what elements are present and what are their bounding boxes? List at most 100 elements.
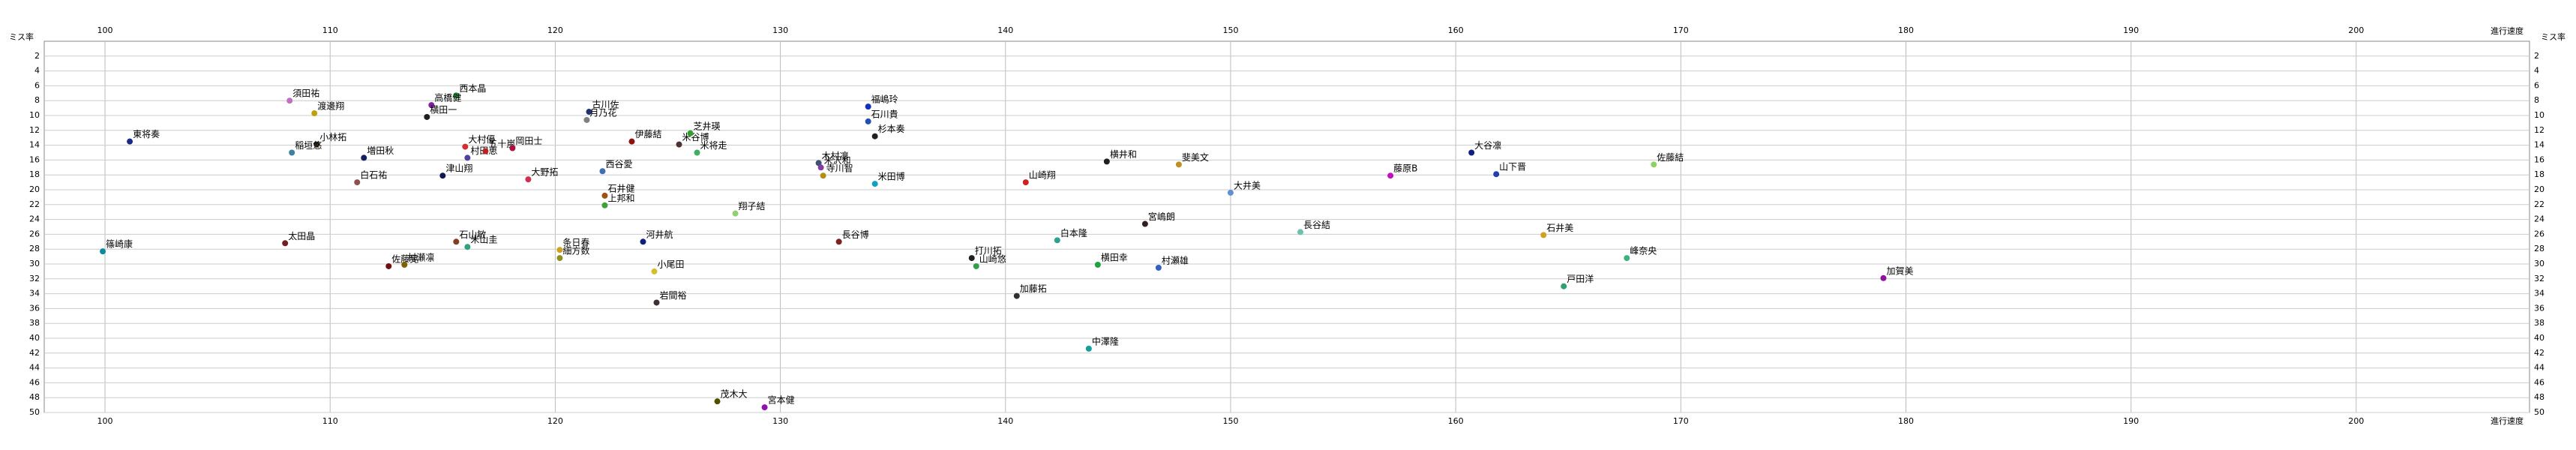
point — [1094, 261, 1101, 268]
y-tick-label-right: 28 — [2534, 244, 2545, 254]
point — [651, 268, 658, 274]
point-label: 翔子結 — [739, 201, 766, 212]
x-tick-label-bottom: 200 — [2348, 416, 2364, 426]
point — [439, 172, 446, 179]
y-tick-label: 40 — [29, 333, 40, 343]
point-label: 村瀬凛 — [407, 251, 434, 262]
point-label: 細方数 — [562, 245, 589, 256]
y-tick-label-right: 34 — [2534, 289, 2545, 298]
point — [453, 238, 460, 245]
point-label: 中澤隆 — [1092, 335, 1119, 346]
point-label: 条日春 — [562, 238, 589, 248]
point — [286, 98, 293, 104]
point-label: 米将走 — [700, 140, 727, 151]
y-axis-label: ミス率 — [9, 32, 34, 42]
point — [820, 172, 826, 179]
point-label: 宮本健 — [768, 394, 795, 406]
point — [815, 160, 822, 166]
point-label: 伊藤結 — [634, 129, 661, 140]
y-tick-label-right: 48 — [2534, 392, 2545, 402]
y-tick-label-right: 4 — [2534, 66, 2539, 76]
x-tick-label-bottom: 140 — [997, 416, 1013, 426]
point-label: 横井和 — [1110, 149, 1137, 160]
point — [865, 118, 871, 124]
point — [127, 138, 133, 145]
x-tick-label: 190 — [2123, 26, 2139, 35]
point-label: 山崎翔 — [1029, 170, 1056, 181]
y-tick-label-right: 22 — [2534, 200, 2545, 209]
point-label: 米山圭 — [470, 235, 497, 245]
point — [1175, 161, 1182, 168]
point-label: 杉本奏 — [878, 124, 905, 134]
y-tick-label-right: 20 — [2534, 184, 2545, 194]
y-tick-label-right: 14 — [2534, 140, 2545, 150]
y-tick-label: 16 — [29, 154, 40, 164]
point-label: 古川佐 — [592, 99, 619, 110]
point — [311, 110, 318, 117]
y-tick-label-right: 24 — [2534, 214, 2545, 224]
point — [424, 113, 430, 120]
point — [601, 192, 608, 199]
point-label: 高橋健 — [434, 92, 461, 104]
point-label: 佐藤晃 — [391, 254, 418, 264]
point-label: 河井航 — [646, 229, 673, 240]
point — [732, 210, 739, 217]
point — [1624, 255, 1630, 262]
point-label: 東将奏 — [133, 129, 160, 140]
y-tick-label-right: 36 — [2534, 303, 2545, 313]
point — [653, 299, 660, 306]
y-tick-label: 10 — [29, 110, 40, 120]
point — [1054, 237, 1060, 244]
point — [628, 138, 635, 145]
x-tick-label-bottom: 130 — [772, 416, 788, 426]
point — [1103, 158, 1110, 165]
point-label: 横田幸 — [1101, 252, 1128, 262]
point-label: 大井美 — [1234, 180, 1261, 190]
point-label: 宮嶋朗 — [1148, 211, 1175, 222]
y-tick-label: 24 — [29, 214, 40, 224]
point-label: 米田博 — [878, 171, 905, 182]
point — [525, 176, 532, 183]
point-label: 須田祐 — [292, 88, 319, 99]
point — [601, 202, 608, 208]
point — [1155, 264, 1162, 271]
y-tick-label: 2 — [34, 51, 40, 61]
y-tick-label: 48 — [29, 392, 40, 402]
point-label: 茂木大 — [721, 389, 748, 400]
point — [1022, 179, 1029, 186]
x-tick-label-bottom: 150 — [1222, 416, 1238, 426]
point — [761, 404, 768, 411]
point-label: 石川貴 — [871, 109, 898, 119]
y-tick-label-right: 30 — [2534, 259, 2545, 268]
point — [968, 255, 975, 262]
point — [1227, 189, 1234, 196]
point — [313, 141, 320, 148]
point-label: 横田一 — [430, 104, 457, 115]
y-tick-label: 34 — [29, 289, 40, 298]
x-axis-label: 進行速度 — [2491, 26, 2524, 36]
y-tick-label-right: 46 — [2534, 377, 2545, 387]
point — [289, 149, 295, 156]
point-label: 岩間裕 — [659, 290, 686, 301]
plot-frame — [43, 40, 2530, 413]
point — [556, 247, 563, 254]
y-tick-label-right: 16 — [2534, 154, 2545, 164]
point-label: 増田秋 — [367, 146, 394, 156]
y-tick-label-right: 40 — [2534, 333, 2545, 343]
point — [817, 164, 824, 171]
point — [1141, 220, 1148, 227]
point — [835, 238, 842, 245]
y-tick-label-right: 12 — [2534, 125, 2545, 135]
y-tick-label: 18 — [29, 170, 40, 179]
point — [871, 181, 878, 188]
x-tick-label: 130 — [772, 26, 788, 35]
point — [1880, 274, 1887, 281]
y-tick-label: 4 — [34, 66, 40, 76]
point-label: 木村凛 — [822, 150, 849, 161]
point — [428, 102, 435, 109]
x-tick-label-bottom: 110 — [322, 416, 338, 426]
y-tick-label: 22 — [29, 200, 40, 209]
point-label: 小尾田 — [657, 259, 684, 269]
point — [694, 149, 700, 156]
